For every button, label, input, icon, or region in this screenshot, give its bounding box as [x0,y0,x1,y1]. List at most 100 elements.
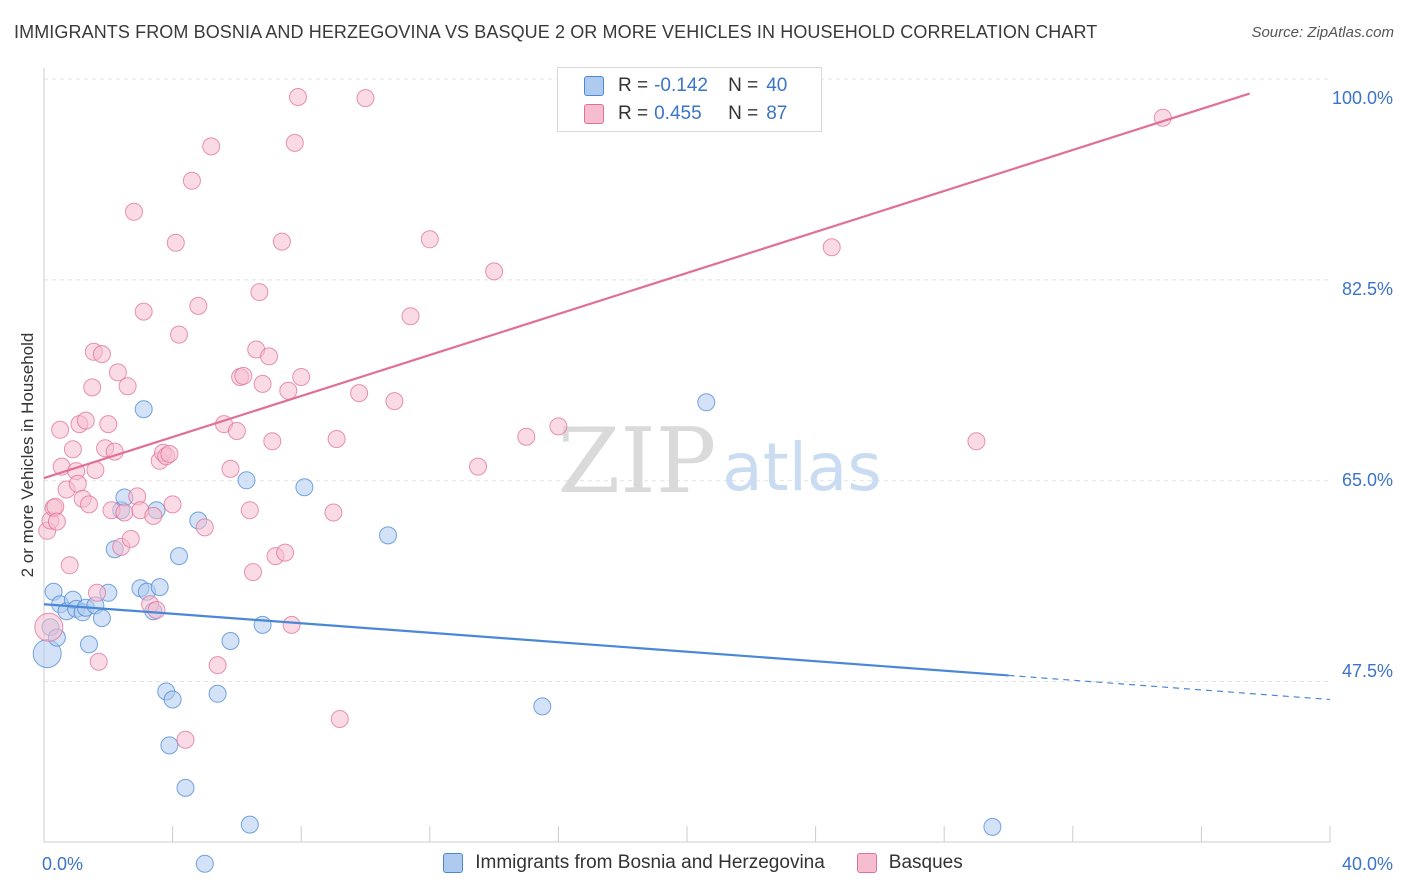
y-tick-label: 65.0% [1342,470,1393,490]
basques-point [76,411,95,430]
basques-point [234,366,253,385]
tick-labels: 100.0% 82.5% 65.0% 47.5% 0.0% 40.0% [42,88,1393,874]
basques-point [517,427,536,446]
basques-point [121,529,140,548]
basques-point [108,363,127,382]
basques-point [144,506,163,525]
basques-point [250,283,269,302]
basques-point [46,497,65,516]
basques-point [60,556,79,575]
basques-point [89,652,108,671]
bosnia-trend-line [43,603,1009,677]
bosnia-point [237,471,256,490]
bosnia-point [134,400,153,419]
watermark-atlas: atlas [722,429,882,506]
data-points [32,88,1172,873]
basques-point [401,307,420,326]
bosnia-point [697,393,716,412]
x-tick-label: 0.0% [42,854,83,874]
legend-r-value-basques: 0.455 [654,103,702,124]
series-legend: Immigrants from Bosnia and Herzegovina B… [0,852,1406,874]
bosnia-point [295,478,314,497]
legend-r-value-bosnia: -0.142 [654,75,708,96]
basques-trend-line [43,92,1250,480]
basques-point [125,202,143,221]
basques-point [163,495,182,514]
legend-row-bosnia: R = -0.142 N = 40 [584,73,787,99]
basques-point [147,601,166,619]
basques-point [279,381,298,400]
bosnia-point [221,632,240,650]
basques-point [34,612,64,642]
basques-point [170,325,188,344]
legend-item-bosnia[interactable]: Immigrants from Bosnia and Herzegovina [443,852,825,874]
basques-point [327,430,346,448]
basques-point [160,444,179,463]
x-tick-label: 40.0% [1342,854,1393,874]
legend-label-basques: Basques [888,852,963,873]
basques-point [292,368,311,386]
legend-n-label: N = [728,75,759,96]
basques-point [469,457,487,476]
bosnia-point [533,697,552,716]
basques-point [549,417,568,436]
basques-point [227,422,246,440]
basques-point [202,137,221,156]
basques-point [88,583,106,602]
basques-point [350,384,369,403]
basques-point [51,420,70,439]
basques-point [420,230,439,249]
bosnia-point [379,526,397,545]
basques-point [285,133,304,152]
basques-point [330,710,349,728]
basques-point [244,563,262,582]
legend-label-bosnia: Immigrants from Bosnia and Herzegovina [475,852,825,873]
basques-point [240,501,259,520]
chart-title: IMMIGRANTS FROM BOSNIA AND HERZEGOVINA V… [14,22,1098,42]
bosnia-point [170,547,188,566]
y-axis-label: 2 or more Vehicles in Household [18,332,37,578]
watermark: ZIP atlas [558,409,882,514]
basques-point [356,89,375,108]
bosnia-point [163,690,182,709]
legend-r-label: R = [618,103,649,124]
watermark-zip: ZIP [558,409,717,514]
basques-point [63,440,82,459]
legend-item-basques[interactable]: Basques [856,852,963,874]
basques-point [166,233,185,252]
basques-point [115,503,134,522]
basques-point [967,432,986,451]
basques-point [253,374,272,393]
basques-point [263,432,282,451]
bosnia-point [80,635,98,654]
y-tick-label: 100.0% [1332,88,1393,108]
legend-swatch-bosnia [443,853,464,873]
basques-point [92,345,111,364]
basques-point [118,377,137,396]
basques-point [189,296,208,315]
basques-point [221,459,240,478]
basques-point [272,232,291,251]
basques-point [822,238,841,257]
basques-point [83,378,102,397]
basques-point [385,392,404,411]
legend-n-value-bosnia: 40 [766,75,788,96]
bosnia-point [160,736,179,755]
bosnia-point [983,817,1002,836]
trend-lines [43,92,1331,701]
basques-point [276,543,295,562]
basques-point [282,615,301,634]
legend-swatch-basques [584,104,604,124]
bosnia-point [240,815,259,834]
correlation-legend: R = -0.142 N = 40 R = 0.455 N = 87 [557,67,822,132]
basques-point [176,730,195,749]
legend-swatch-bosnia [584,76,604,96]
legend-row-basques: R = 0.455 N = 87 [584,101,787,127]
basques-point [99,415,118,434]
basques-point [80,495,98,514]
legend-n-value-basques: 87 [766,103,788,124]
bosnia-point [176,778,195,797]
y-tick-label: 47.5% [1342,661,1393,681]
basques-point [260,347,278,366]
basques-point [47,512,66,531]
